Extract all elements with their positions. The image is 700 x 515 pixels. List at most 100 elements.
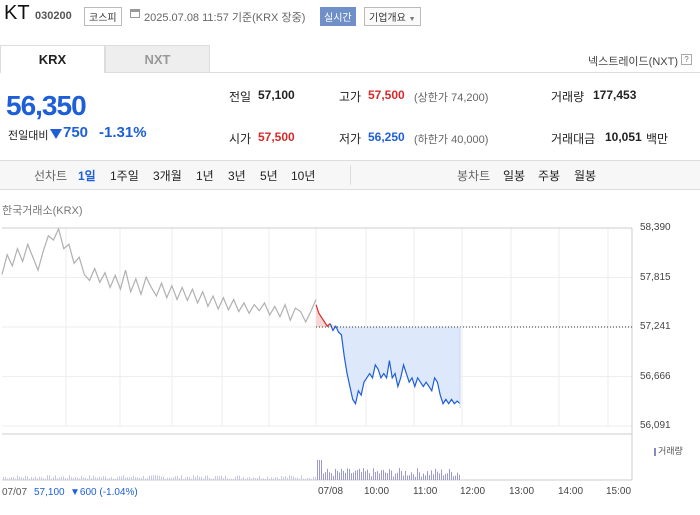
volume-bar xyxy=(305,478,306,480)
open-value: 57,500 xyxy=(258,130,295,144)
stock-name: KT xyxy=(4,2,30,24)
volume-bar xyxy=(15,478,16,480)
volume-bar xyxy=(73,478,74,480)
volume-bar xyxy=(59,477,60,480)
volume-bar xyxy=(353,472,354,480)
volume-bar xyxy=(319,460,320,480)
y-tick-label: 56,666 xyxy=(640,371,671,382)
volume-bar xyxy=(257,477,258,480)
volume-bar xyxy=(143,476,144,480)
volume-bar xyxy=(341,468,342,480)
volume-bar xyxy=(453,476,454,480)
volume-bar xyxy=(125,477,126,480)
company-overview-button[interactable]: 기업개요 ▼ xyxy=(364,7,421,26)
volume-bar xyxy=(53,477,54,480)
volume-bar xyxy=(443,475,444,480)
line-chart-label: 선차트 xyxy=(34,169,68,183)
volume-bar xyxy=(291,476,292,480)
volume-bar xyxy=(273,478,274,480)
volume-bar xyxy=(141,478,142,480)
volume-bar xyxy=(235,476,236,480)
nextrade-link[interactable]: 넥스트레이드(NXT) xyxy=(587,56,678,68)
volume-label: 거래량 xyxy=(551,90,585,104)
candle-monthly[interactable]: 월봉 xyxy=(574,169,597,183)
volume-bar xyxy=(445,473,446,480)
volume-bar xyxy=(83,477,84,480)
volume-bar xyxy=(129,477,130,480)
volume-bar xyxy=(441,469,442,480)
volume-bar xyxy=(437,471,438,480)
volume-bar xyxy=(7,478,8,480)
volume-bar xyxy=(105,476,106,480)
volume-bar xyxy=(403,475,404,480)
volume-bar xyxy=(87,478,88,480)
volume-bar xyxy=(331,473,332,480)
period-1y[interactable]: 1년 xyxy=(196,169,214,183)
volume-bar xyxy=(369,473,370,480)
volume-value: 177,453 xyxy=(593,88,637,102)
volume-bar xyxy=(383,469,384,480)
volume-bar xyxy=(201,477,202,480)
help-icon[interactable]: ? xyxy=(681,54,692,65)
open-label: 시가 xyxy=(229,132,252,146)
volume-bar xyxy=(47,475,48,480)
volume-bar xyxy=(193,475,194,480)
volume-bar xyxy=(185,477,186,480)
tab-krx[interactable]: KRX xyxy=(0,45,105,73)
volume-bar xyxy=(309,477,310,480)
volume-bar xyxy=(231,478,232,480)
volume-bar xyxy=(221,475,222,480)
x-tick-label: 15:00 xyxy=(606,486,632,497)
tab-nxt[interactable]: NXT xyxy=(105,45,210,73)
volume-bar xyxy=(97,478,98,480)
volume-bar xyxy=(395,473,396,480)
period-10y[interactable]: 10년 xyxy=(291,169,316,183)
prev-close-label: 전일 xyxy=(229,90,252,104)
candle-weekly[interactable]: 주봉 xyxy=(538,169,561,183)
volume-bar xyxy=(3,477,4,480)
amount-label: 거래대금 xyxy=(551,132,596,146)
x-tick-label: 07/08 xyxy=(318,486,344,497)
volume-bar xyxy=(449,468,450,480)
volume-bar xyxy=(277,477,278,480)
period-5y[interactable]: 5년 xyxy=(260,169,278,183)
volume-bar xyxy=(357,469,358,480)
volume-bar xyxy=(371,476,372,480)
volume-bar xyxy=(155,475,156,480)
period-1d[interactable]: 1일 xyxy=(78,169,96,183)
volume-bar xyxy=(289,475,290,480)
today-up-fill xyxy=(316,304,336,327)
volume-bar xyxy=(285,476,286,480)
y-tick-label: 58,390 xyxy=(640,222,671,233)
volume-bar xyxy=(263,478,264,480)
volume-bar xyxy=(119,476,120,480)
low-label: 저가 xyxy=(339,132,362,146)
period-3y[interactable]: 3년 xyxy=(228,169,246,183)
volume-bar xyxy=(191,478,192,480)
volume-bar xyxy=(17,475,18,480)
x-tick-label: 12:00 xyxy=(460,486,486,497)
volume-bar xyxy=(237,475,238,480)
volume-bar xyxy=(419,472,420,480)
amount-value: 10,051 xyxy=(605,130,642,144)
volume-bar xyxy=(301,475,302,480)
volume-bar xyxy=(91,478,92,480)
period-1w[interactable]: 1주일 xyxy=(110,169,139,183)
volume-bar xyxy=(75,476,76,480)
x-tick-label: 11:00 xyxy=(413,486,438,497)
volume-bar xyxy=(29,478,30,480)
volume-bar xyxy=(405,470,406,480)
volume-bar xyxy=(101,477,102,480)
volume-bar xyxy=(347,468,348,480)
volume-bar xyxy=(23,477,24,480)
volume-bar xyxy=(225,475,226,480)
volume-bar xyxy=(179,477,180,480)
period-3m[interactable]: 3개월 xyxy=(153,169,182,183)
volume-bar xyxy=(423,473,424,480)
period-divider xyxy=(350,165,351,185)
realtime-badge[interactable]: 실시간 xyxy=(320,7,356,26)
high-value: 57,500 xyxy=(368,88,405,102)
volume-bar xyxy=(161,476,162,480)
stock-code: 030200 xyxy=(35,10,72,22)
candle-daily[interactable]: 일봉 xyxy=(503,169,526,183)
